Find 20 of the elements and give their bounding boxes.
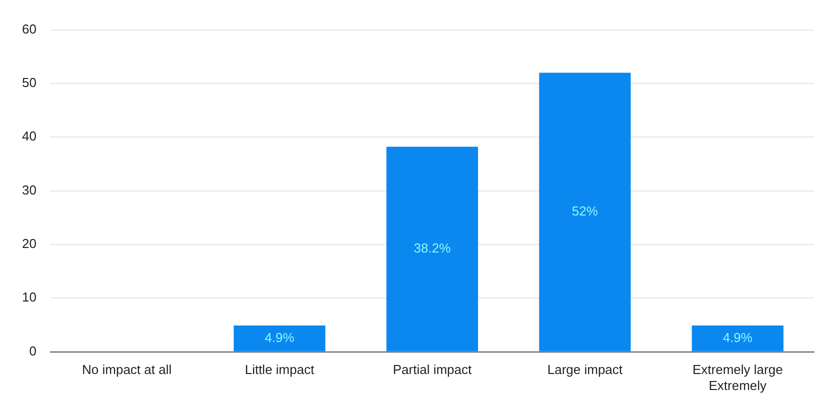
x-tick-label: No impact at all [82, 362, 172, 378]
x-tick-label: Partial impact [392, 362, 472, 378]
y-tick-label: 0 [29, 343, 36, 358]
data-label: 4.9% [264, 330, 295, 345]
y-tick-label: 50 [22, 75, 36, 90]
y-tick-label: 30 [22, 182, 36, 198]
data-label: 38.2% [414, 240, 452, 256]
bar [234, 326, 326, 352]
y-tick-label: 60 [22, 21, 36, 36]
y-tick-label: 20 [22, 236, 36, 252]
bar [539, 72, 631, 352]
bar [692, 326, 784, 352]
x-tick-label: Little impact [244, 362, 315, 378]
y-tick-label: 10 [22, 290, 36, 305]
x-tick-label: Large impact [547, 362, 623, 378]
data-label: 52% [572, 204, 598, 219]
y-tick-label: 40 [22, 128, 36, 144]
bar [386, 146, 478, 352]
data-label: 4.9% [722, 330, 753, 345]
x-tick-label: Extremely large Extremely [692, 362, 783, 393]
